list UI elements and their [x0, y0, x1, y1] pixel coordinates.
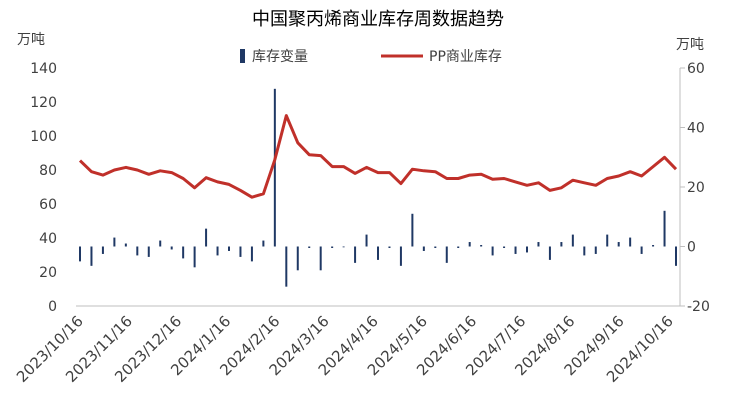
right-tick-label: 20: [687, 180, 705, 196]
bar-mark: [514, 246, 517, 254]
bar-mark: [457, 246, 460, 248]
bar-mark: [434, 246, 437, 248]
bar-mark: [228, 246, 230, 251]
left-tick-label: 60: [39, 197, 57, 213]
left-axis-unit: 万吨: [17, 32, 45, 48]
legend-label-bar: 库存变量: [252, 49, 308, 65]
bar-mark: [354, 246, 357, 263]
left-tick-label: 80: [39, 163, 57, 179]
bar-mark: [285, 246, 288, 287]
bar-mark: [548, 246, 551, 260]
right-tick-label: 0: [687, 240, 696, 256]
bar-mark: [205, 228, 208, 247]
bar-mark: [537, 242, 540, 247]
bar-mark: [526, 246, 528, 253]
bar-mark: [640, 246, 643, 254]
bar-mark: [250, 246, 253, 262]
right-tick-label: 60: [687, 61, 705, 77]
bar-mark: [583, 246, 586, 256]
line-series: [78, 114, 678, 199]
bar-mark: [182, 246, 185, 259]
bar-mark: [273, 88, 276, 247]
bar-mark: [675, 246, 677, 266]
bar-mark: [377, 246, 379, 260]
bar-mark: [571, 234, 574, 247]
bar-mark: [617, 242, 620, 247]
x-axis-ticks: 2023/10/162023/11/162023/12/162024/1/162…: [13, 312, 677, 386]
bar-mark: [319, 246, 322, 271]
bar-mark: [101, 246, 104, 254]
left-tick-label: 100: [30, 129, 57, 145]
chart-title: 中国聚丙烯商业库存周数据趋势: [252, 9, 504, 30]
bar-mark: [159, 240, 162, 247]
bar-mark: [388, 246, 391, 248]
bar-mark: [170, 246, 173, 250]
bar-mark: [79, 246, 81, 262]
bar-series: [79, 88, 677, 287]
right-axis-ticks: -20 0 20 40 60: [680, 61, 710, 315]
bar-mark: [468, 242, 471, 247]
bar-mark: [331, 246, 334, 248]
bar-mark: [503, 246, 506, 248]
left-tick-label: 120: [30, 95, 57, 111]
right-tick-label: -20: [687, 299, 710, 315]
bar-mark: [365, 234, 368, 247]
bar-mark: [147, 246, 150, 257]
bar-mark: [193, 246, 196, 268]
bar-mark: [262, 240, 265, 247]
bar-mark: [399, 246, 402, 266]
legend: 库存变量 PP商业库存: [240, 49, 502, 65]
legend-label-line: PP商业库存: [429, 49, 502, 65]
bar-mark: [239, 246, 242, 257]
bar-mark: [560, 242, 563, 247]
bar-mark: [308, 246, 311, 248]
bar-mark: [652, 245, 655, 247]
left-axis-ticks: 0 20 40 60 80 100 120 140: [30, 61, 57, 315]
bar-mark: [296, 246, 299, 271]
right-axis-unit: 万吨: [676, 37, 704, 53]
legend-bar-swatch: [240, 49, 245, 63]
bar-mark: [136, 246, 139, 256]
bar-mark: [342, 246, 345, 248]
bar-mark: [411, 213, 414, 247]
bar-mark: [216, 246, 219, 256]
right-tick-label: 40: [687, 121, 705, 137]
bar-mark: [629, 237, 632, 247]
bar-mark: [445, 246, 448, 263]
bar-mark: [90, 246, 93, 266]
bar-mark: [480, 245, 483, 247]
stock-line: [78, 114, 678, 199]
left-tick-label: 20: [39, 265, 57, 281]
bar-mark: [113, 237, 116, 247]
bar-mark: [663, 210, 666, 247]
bar-mark: [422, 246, 425, 251]
left-tick-label: 40: [39, 231, 57, 247]
left-tick-label: 140: [30, 61, 57, 77]
left-tick-label: 0: [48, 299, 57, 315]
bar-mark: [606, 234, 609, 247]
bar-mark: [124, 243, 127, 247]
bar-mark: [491, 246, 494, 256]
bar-mark: [594, 246, 597, 254]
